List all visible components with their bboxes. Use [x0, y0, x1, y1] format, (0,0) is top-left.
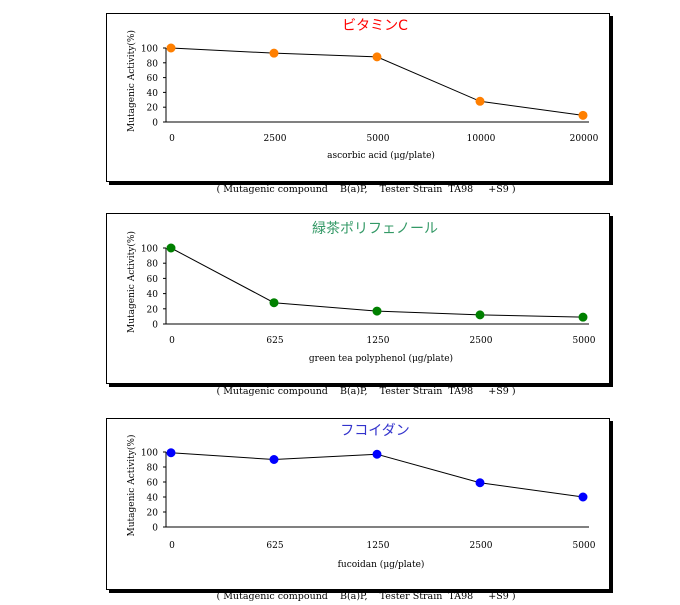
x-tick-label: 5000 — [573, 336, 596, 346]
chart-panel-vitamin-c: ビタミンC 0 20 40 60 80 100 Mutagenic Activity(%) 0 2… — [0, 0, 680, 200]
y-tick-label: 60 — [147, 275, 159, 285]
y-tick-label: 100 — [141, 245, 158, 255]
y-tick-label: 20 — [147, 104, 159, 114]
chart-panel-fucoidan: フコイダン 0 20 40 60 80 100 Mutagenic Activity(%) 0 6… — [0, 405, 680, 605]
y-axis-label: Mutagenic Activity(%) — [126, 231, 137, 333]
y-tick-label: 60 — [147, 74, 159, 84]
y-axis-label: Mutagenic Activity(%) — [126, 30, 137, 132]
data-point — [372, 449, 382, 459]
chart-caption: ( Mutagenic compound B(a)P, Tester Strai… — [216, 386, 516, 397]
y-tick-label: 0 — [152, 524, 158, 534]
x-tick-label: 625 — [266, 336, 283, 346]
x-axis-label: fucoidan (μg/plate) — [338, 559, 425, 570]
data-point — [166, 448, 176, 458]
x-tick-label: 1250 — [367, 541, 390, 551]
chart-title: ビタミンC — [342, 18, 408, 34]
data-point — [372, 52, 382, 62]
chart-frame — [106, 213, 610, 384]
data-point — [269, 455, 279, 464]
y-tick-label: 100 — [141, 45, 158, 55]
x-tick-label: 10000 — [467, 134, 496, 144]
x-tick-label: 2500 — [470, 541, 493, 551]
y-tick-label: 40 — [147, 494, 159, 504]
chart-frame — [106, 13, 610, 182]
chart-svg: 緑茶ポリフェノール 0 20 40 60 80 100 Mutagenic Activity(… — [126, 221, 596, 364]
chart-title: フコイダン — [340, 423, 409, 439]
y-axis-label: Mutagenic Activity(%) — [126, 435, 137, 537]
data-point — [166, 43, 176, 53]
x-tick-label: 5000 — [573, 541, 596, 551]
x-tick-label: 2500 — [470, 336, 493, 346]
x-tick-label: 625 — [266, 541, 283, 551]
chart-svg: フコイダン 0 20 40 60 80 100 Mutagenic Activity(%) 0 6… — [126, 423, 596, 570]
x-tick-label: 0 — [169, 541, 175, 551]
chart-caption: ( Mutagenic compound B(a)P, Tester Strai… — [216, 184, 516, 195]
x-axis-label: ascorbic acid (μg/plate) — [327, 150, 435, 161]
chart-frame — [106, 418, 610, 590]
chart-panel-green-tea: 緑茶ポリフェノール 0 20 40 60 80 100 Mutagenic Activity(… — [0, 200, 680, 405]
data-point — [578, 492, 588, 502]
y-tick-label: 40 — [147, 290, 159, 300]
x-tick-label: 0 — [169, 336, 175, 346]
y-tick-label: 20 — [147, 305, 159, 315]
x-tick-label: 2500 — [264, 134, 287, 144]
y-tick-label: 60 — [147, 479, 159, 489]
data-point — [269, 298, 279, 308]
x-tick-label: 1250 — [367, 336, 390, 346]
data-point — [372, 306, 382, 316]
y-tick-label: 80 — [147, 464, 159, 474]
y-tick-label: 40 — [147, 89, 159, 99]
data-point — [475, 310, 485, 320]
data-point — [475, 478, 485, 488]
data-point — [578, 312, 588, 322]
chart-svg: ビタミンC 0 20 40 60 80 100 Mutagenic Activity(%) 0 2… — [126, 18, 599, 161]
x-tick-label: 0 — [169, 134, 175, 144]
data-point — [578, 110, 588, 120]
y-tick-label: 80 — [147, 260, 159, 270]
series-line — [170, 452, 584, 498]
x-axis-label: green tea polyphenol (μg/plate) — [309, 353, 453, 364]
data-point — [269, 48, 279, 58]
y-tick-label: 0 — [152, 119, 158, 129]
y-tick-label: 80 — [147, 59, 159, 69]
y-tick-label: 0 — [152, 321, 158, 331]
chart-title: 緑茶ポリフェノール — [312, 221, 438, 237]
x-tick-label: 20000 — [570, 134, 599, 144]
data-point — [475, 96, 485, 106]
y-tick-label: 20 — [147, 509, 159, 519]
y-tick-label: 100 — [141, 449, 158, 459]
x-tick-label: 5000 — [367, 134, 390, 144]
data-point — [166, 243, 176, 253]
chart-caption: ( Mutagenic compound B(a)P, Tester Strai… — [216, 591, 516, 602]
